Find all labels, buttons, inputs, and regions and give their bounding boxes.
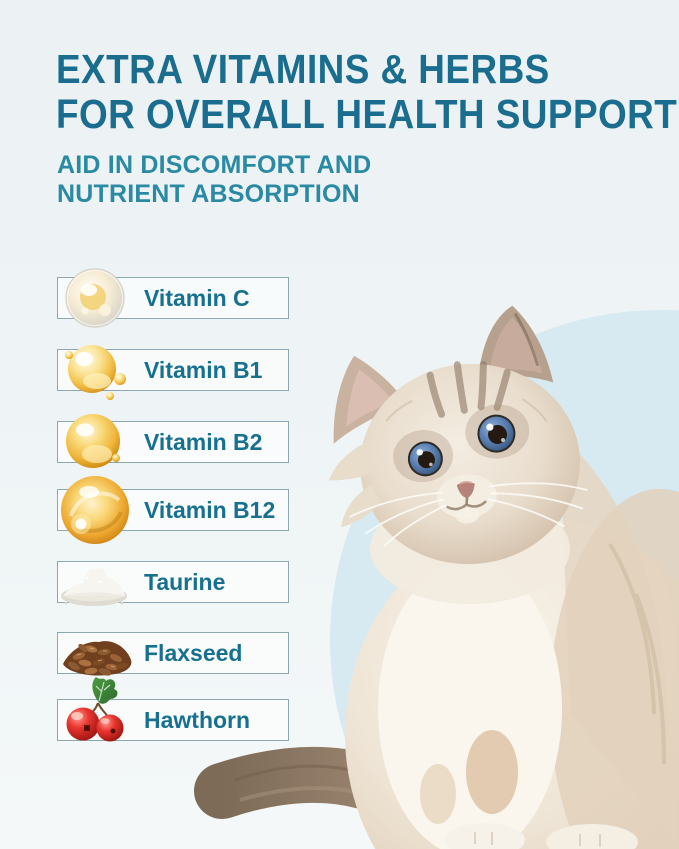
product-subheadline: AID IN DISCOMFORT AND NUTRIENT ABSORPTIO… [57, 151, 371, 209]
cat-tabby-markings [426, 360, 511, 418]
vitamin-b12-gold-swirl-icon [59, 474, 131, 546]
ingredient-label: Vitamin B1 [144, 356, 263, 383]
hawthorn-berries-icon [62, 673, 132, 745]
ingredient-label: Vitamin C [144, 284, 250, 311]
ingredient-row-vitamin-b2: Vitamin B2 [57, 414, 289, 468]
ingredient-label: Flaxseed [144, 639, 243, 666]
ingredient-row-vitamin-b1: Vitamin B1 [57, 345, 289, 400]
ingredient-row-hawthorn: Hawthorn [57, 677, 289, 742]
headline-line-1: EXTRA VITAMINS & HERBS [56, 46, 550, 92]
vitamin-b1-gold-droplet-icon [60, 335, 130, 403]
cat-eyes [407, 414, 516, 477]
cat-body [345, 434, 679, 849]
ingredient-label: Taurine [144, 568, 226, 595]
cat-mouth [446, 497, 487, 511]
taurine-powder-icon [57, 558, 131, 608]
headline-line-2: FOR OVERALL HEALTH SUPPORT [56, 91, 678, 137]
ingredient-row-vitamin-b12: Vitamin B12 [57, 476, 289, 544]
subheadline-line-2: NUTRIENT ABSORPTION [57, 180, 360, 208]
product-headline: EXTRA VITAMINS & HERBS FOR OVERALL HEALT… [56, 47, 677, 137]
ingredient-label: Hawthorn [144, 706, 251, 733]
cat-ears [333, 305, 554, 444]
ingredient-label: Vitamin B12 [144, 496, 276, 523]
subheadline-line-1: AID IN DISCOMFORT AND [57, 151, 372, 179]
ingredient-label: Vitamin B2 [144, 428, 263, 455]
cat-whiskers [349, 482, 588, 547]
flaxseed-pile-icon [55, 626, 139, 680]
ingredient-row-taurine: Taurine [57, 561, 289, 606]
vitamin-b2-gold-droplet-icon [63, 410, 125, 472]
vitamin-c-bubble-icon [64, 267, 126, 329]
cat-photo [194, 305, 679, 849]
ingredient-row-flaxseed: Flaxseed [57, 632, 289, 676]
ingredient-row-vitamin-c: Vitamin C [57, 268, 289, 328]
cat-nose [456, 480, 475, 499]
cat-head [328, 305, 588, 565]
